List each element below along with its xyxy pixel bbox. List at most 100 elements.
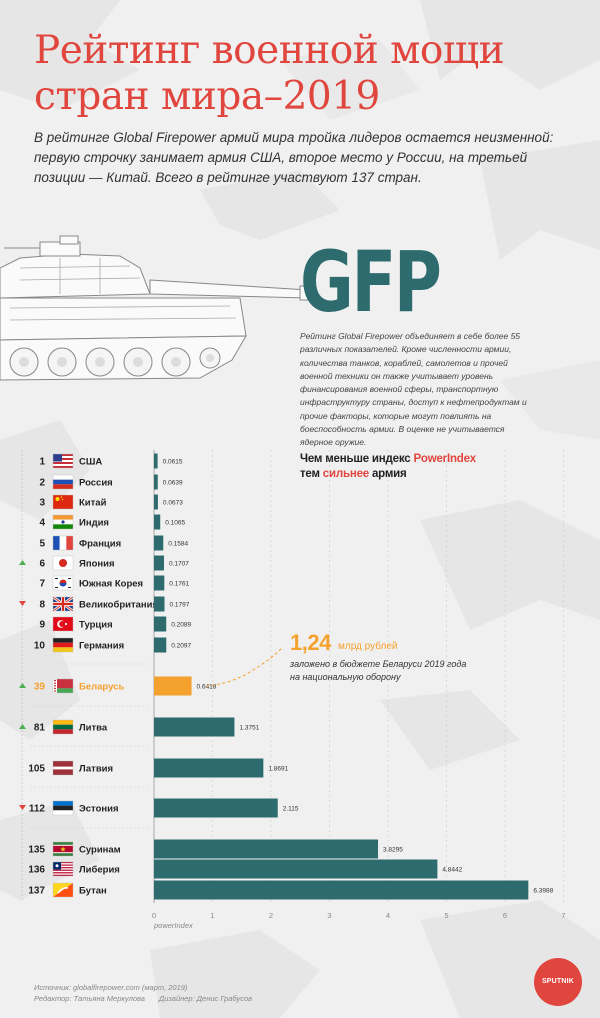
country-label: Либерия <box>79 865 120 876</box>
bar <box>154 880 529 900</box>
bar <box>154 839 379 859</box>
country-label: Беларусь <box>79 682 124 693</box>
flag-part <box>68 587 71 588</box>
legend-note-part-3: тем <box>300 468 323 480</box>
value-label: 0.1797 <box>170 602 190 609</box>
rank-label: 135 <box>28 845 45 856</box>
flag-bhutan <box>52 882 74 898</box>
flag-part <box>53 874 73 876</box>
x-axis-label: powerIndex <box>153 921 193 930</box>
source-credits: Источник: globalfirepower.com (март, 201… <box>34 982 252 1004</box>
bar <box>154 798 278 818</box>
flag-india <box>52 514 74 530</box>
flag-part <box>53 458 73 460</box>
flag-part <box>59 559 67 567</box>
flag-part <box>53 475 73 480</box>
flag-part <box>55 587 58 588</box>
flag-germany <box>52 637 74 653</box>
flag-part <box>53 868 73 870</box>
flag-part <box>53 688 73 693</box>
value-label: 0.1761 <box>169 581 189 588</box>
flag-russia <box>52 474 74 490</box>
source-line: Источник: globalfirepower.com (март, 201… <box>34 983 188 992</box>
x-tick-label: 2 <box>269 911 273 920</box>
flag-part <box>54 690 56 692</box>
x-tick-label: 5 <box>444 911 448 920</box>
value-label: 0.2089 <box>171 622 191 629</box>
rank-label: 4 <box>39 518 45 529</box>
flag-part <box>53 642 73 648</box>
budget-connector <box>205 647 283 687</box>
flag-border <box>52 474 74 490</box>
flag-usa <box>52 453 74 469</box>
country-label: Эстония <box>79 804 119 815</box>
rank-label: 81 <box>34 723 46 734</box>
flag-part <box>53 515 73 520</box>
value-label: 4.8442 <box>442 867 462 874</box>
flag-part <box>53 863 73 865</box>
flag-part <box>53 466 73 468</box>
flag-part <box>53 536 60 550</box>
flag-part <box>66 536 73 550</box>
budget-unit: млрд рублей <box>338 641 398 652</box>
value-label: 1.8691 <box>268 766 288 773</box>
flag-part <box>53 460 73 462</box>
trend-down-icon <box>19 805 26 810</box>
x-tick-label: 4 <box>386 911 390 920</box>
rank-label: 9 <box>39 620 45 631</box>
editor-credit: Редактор: Татьяна Меркулова <box>34 994 145 1003</box>
value-label: 0.1707 <box>169 561 189 568</box>
value-label: 0.6418 <box>197 684 217 691</box>
budget-desc-line-1: заложено в бюджете Беларуси 2019 года <box>290 659 467 669</box>
flag-part <box>53 864 73 866</box>
bar <box>154 575 165 591</box>
gfp-description: Рейтинг Global Firepower объединяет в се… <box>300 331 527 448</box>
rank-label: 1 <box>39 457 45 468</box>
legend-note-stronger: сильнее <box>322 468 369 480</box>
flag-turkey <box>52 616 74 632</box>
x-tick-label: 1 <box>210 911 214 920</box>
rank-label: 6 <box>39 559 45 570</box>
rank-label: 39 <box>34 682 46 693</box>
budget-description: заложено в бюджете Беларуси 2019 года на… <box>290 658 500 683</box>
flag-border <box>52 535 74 551</box>
flag-part <box>53 454 73 456</box>
flag-part <box>53 810 73 815</box>
country-label: Литва <box>79 723 108 734</box>
bar <box>154 535 164 551</box>
flag-part <box>53 479 73 485</box>
title-line-1: Рейтинг военной мощи <box>34 28 505 73</box>
value-label: 0.2097 <box>171 643 191 650</box>
title-line-2: стран мира–2019 <box>34 74 380 119</box>
bar <box>154 474 158 490</box>
flag-border <box>52 678 74 694</box>
flag-part <box>53 873 73 875</box>
rank-label: 2 <box>39 478 45 489</box>
bar <box>154 676 192 696</box>
rank-label: 7 <box>39 579 45 590</box>
value-label: 0.1065 <box>165 520 185 527</box>
flag-part <box>68 578 71 579</box>
value-label: 6.3988 <box>533 888 553 895</box>
flag-border <box>52 841 74 857</box>
flag-belarus <box>52 678 74 694</box>
country-label: Япония <box>79 559 115 570</box>
bar <box>154 596 165 612</box>
flag-part <box>53 484 73 489</box>
flag-estonia <box>52 800 74 816</box>
flag-part <box>59 621 66 627</box>
rank-label: 136 <box>28 865 45 876</box>
flag-part <box>64 622 68 626</box>
bar <box>154 859 438 879</box>
rank-label: 112 <box>29 804 46 815</box>
flag-part <box>53 454 62 462</box>
value-label: 0.0615 <box>163 459 183 466</box>
flag-border <box>52 637 74 653</box>
tank-illustration <box>0 235 315 381</box>
flag-part <box>54 685 56 687</box>
rank-label: 3 <box>39 498 45 509</box>
country-label: Суринам <box>79 845 121 856</box>
flag-part <box>57 887 69 894</box>
flag-border <box>52 575 74 591</box>
